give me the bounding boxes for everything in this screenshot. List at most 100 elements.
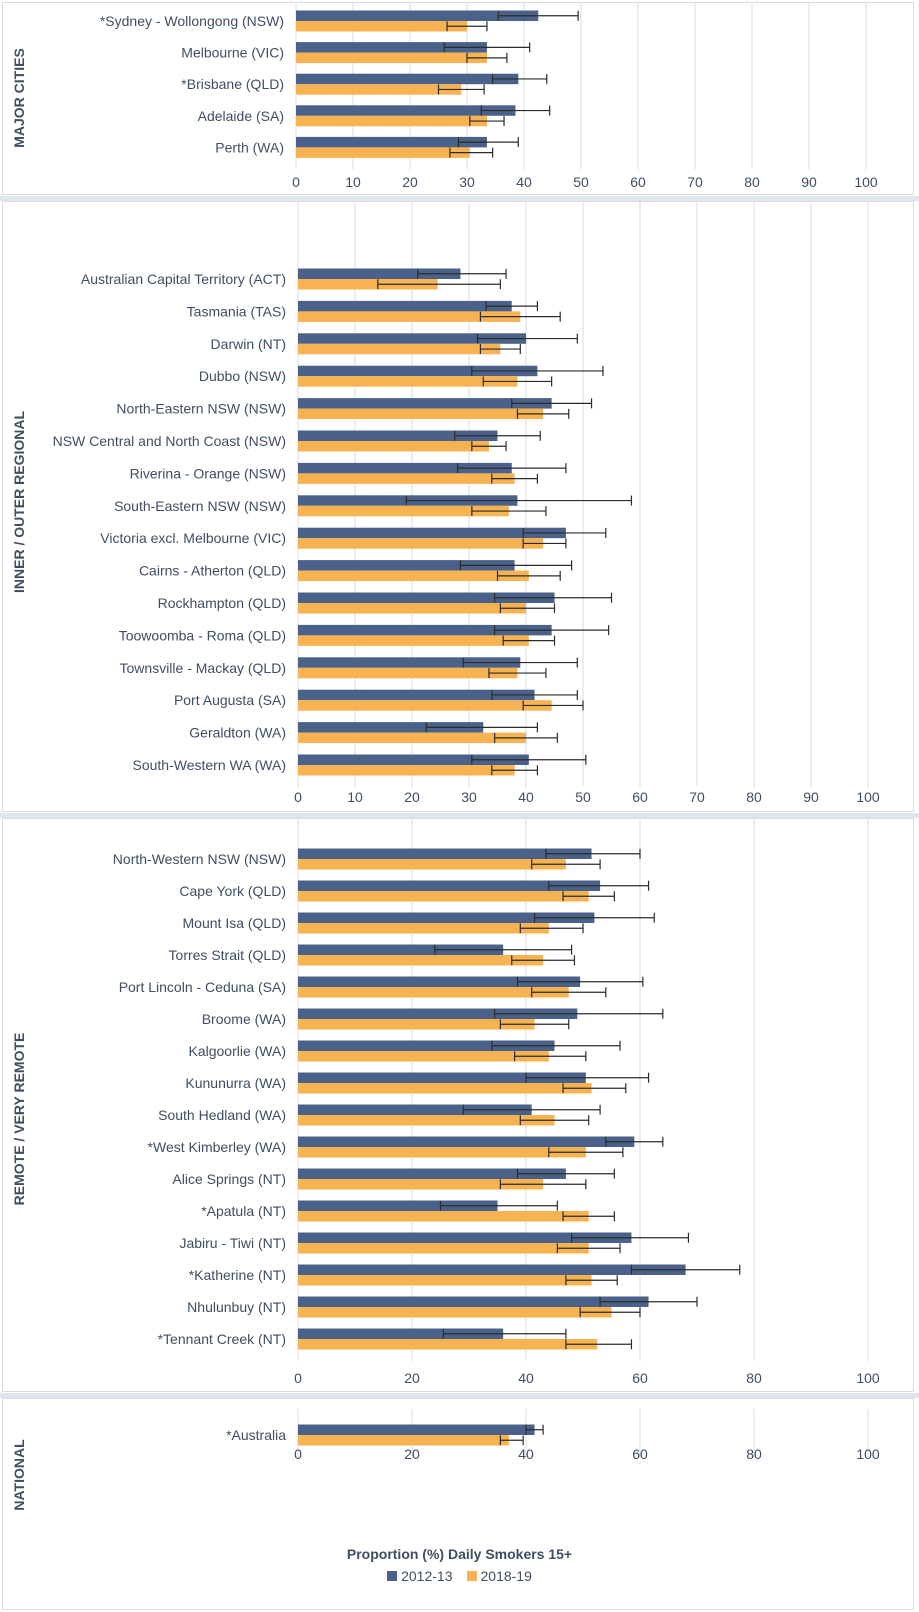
bar-2012-13	[298, 624, 552, 636]
category-label: NSW Central and North Coast (NSW)	[53, 433, 286, 449]
national-panel: 0 20 40 60 80 100 NATIONAL *Australia	[2, 1398, 914, 1610]
category-label: Australian Capital Territory (ACT)	[81, 271, 286, 287]
x-tick-label: 90	[803, 789, 819, 805]
category-label: *Brisbane (QLD)	[181, 76, 284, 92]
bar-2012-13	[298, 1040, 555, 1051]
bar-2018-19	[298, 635, 529, 646]
category-label: North-Eastern NSW (NSW)	[116, 401, 286, 417]
legend-label: 2018-19	[480, 1568, 532, 1584]
x-tick-label: 30	[461, 789, 477, 805]
x-tick-label: 20	[404, 1370, 420, 1386]
bar-2012-13	[298, 722, 484, 733]
x-tick-label: 80	[746, 1370, 762, 1386]
bar-2018-19	[298, 732, 526, 744]
bar-2018-19	[298, 987, 569, 998]
category-label: Nhulunbuy (NT)	[187, 1299, 286, 1315]
x-tick-label: 60	[632, 1370, 648, 1386]
category-label: Melbourne (VIC)	[181, 45, 284, 61]
x-tick-label: 80	[744, 174, 760, 190]
bar-2012-13	[298, 430, 498, 441]
national-chart: 0 20 40 60 80 100 NATIONAL *Australia	[11, 1409, 880, 1511]
bar-2018-19	[296, 52, 487, 64]
x-tick-label: 40	[516, 174, 532, 190]
bar-2018-19	[298, 441, 489, 452]
bar-2018-19	[298, 1211, 589, 1222]
bar-2012-13	[298, 560, 515, 571]
x-tick-label: 90	[801, 174, 817, 190]
bar-2018-19	[298, 603, 526, 614]
legend-swatch-2018	[466, 1571, 477, 1581]
bar-2012-13	[298, 657, 521, 668]
bar-2018-19	[298, 1435, 509, 1446]
bar-2012-13	[298, 527, 566, 539]
bar-2012-13	[298, 1296, 649, 1307]
category-label: Riverina - Orange (NSW)	[130, 465, 286, 481]
panel-label: REMOTE / VERY REMOTE	[11, 1033, 27, 1206]
category-label: Alice Springs (NT)	[172, 1171, 286, 1187]
bar-2018-19	[298, 538, 544, 549]
x-axis-title: Proportion (%) Daily Smokers 15+	[346, 1546, 573, 1562]
x-tick-label: 20	[404, 1446, 420, 1462]
bar-2012-13	[298, 944, 504, 955]
bar-2012-13	[298, 880, 601, 891]
x-tick-label: 70	[687, 174, 703, 190]
remote-chart: 0 20 40 60 80 100 REMOTE / VERY REMOTE North-We…	[11, 819, 880, 1386]
bar-2012-13	[296, 105, 516, 116]
category-label: North-Western NSW (NSW)	[113, 851, 286, 867]
bar-2018-19	[298, 279, 438, 290]
bar-2012-13	[296, 136, 487, 148]
bar-2018-19	[298, 1147, 586, 1158]
bar-2012-13	[298, 1072, 586, 1083]
x-tick-label: 100	[856, 1370, 880, 1386]
panel-divider	[0, 1393, 919, 1398]
bar-2018-19	[296, 21, 467, 32]
legend: 2012-13 2018-19	[0, 1568, 919, 1584]
category-label: *Apatula (NT)	[201, 1203, 286, 1219]
x-tick-label: 10	[347, 789, 363, 805]
regional-chart: 0 10 20 30 40 50 60 70 80 90 100 INNER / OUTER REGI…	[11, 202, 880, 805]
regional-panel: 0 10 20 30 40 50 60 70 80 90 100 INNER / OUTER REGI…	[2, 201, 914, 812]
category-label: Darwin (NT)	[211, 336, 286, 352]
category-label: South-Western WA (WA)	[132, 757, 286, 773]
bar-2018-19	[298, 473, 515, 484]
bar-2018-19	[298, 1243, 589, 1254]
bar-2012-13	[296, 10, 539, 21]
category-label: Port Lincoln - Ceduna (SA)	[119, 979, 286, 995]
bar-2018-19	[298, 1179, 544, 1190]
x-tick-label: 0	[294, 1446, 302, 1462]
category-label: Perth (WA)	[215, 139, 284, 155]
bar-2012-13	[298, 1424, 535, 1435]
panel-label: MAJOR CITIES	[11, 48, 27, 148]
bar-2012-13	[298, 398, 552, 409]
remote-panel: 0 20 40 60 80 100 REMOTE / VERY REMOTE North-We…	[2, 818, 914, 1392]
bar-2018-19	[298, 700, 552, 711]
bar-2018-19	[298, 1051, 549, 1062]
category-label: Townsville - Mackay (QLD)	[120, 660, 286, 676]
category-label: *Sydney - Wollongong (NSW)	[100, 13, 284, 29]
x-tick-label: 80	[746, 789, 762, 805]
bar-2012-13	[298, 1136, 635, 1147]
category-label: Torres Strait (QLD)	[169, 947, 286, 963]
bar-2012-13	[298, 1200, 498, 1211]
x-tick-label: 20	[402, 174, 418, 190]
legend-item: 2012-13	[387, 1568, 453, 1584]
bar-2018-19	[298, 376, 518, 387]
bar-2012-13	[298, 912, 595, 923]
category-label: *West Kimberley (WA)	[148, 1139, 286, 1155]
bar-2012-13	[298, 1104, 532, 1115]
bar-2018-19	[298, 667, 518, 679]
bar-2012-13	[298, 689, 535, 701]
bar-2018-19	[298, 1019, 535, 1030]
bar-2012-13	[298, 462, 512, 474]
bar-2018-19	[298, 311, 521, 322]
panel-label: NATIONAL	[11, 1439, 27, 1511]
bar-2012-13	[298, 848, 592, 859]
category-label: South-Eastern NSW (NSW)	[114, 498, 286, 514]
category-label: Port Augusta (SA)	[174, 692, 286, 708]
major-cities-chart: 0 10 20 30 40 50 60 70 80 90 100 MAJOR CITIES *Sydne…	[11, 3, 878, 190]
x-tick-label: 60	[630, 174, 646, 190]
bar-2018-19	[298, 1307, 612, 1318]
bar-2018-19	[298, 1083, 592, 1094]
category-label: Broome (WA)	[202, 1011, 286, 1027]
category-label: Kununurra (WA)	[185, 1075, 286, 1091]
